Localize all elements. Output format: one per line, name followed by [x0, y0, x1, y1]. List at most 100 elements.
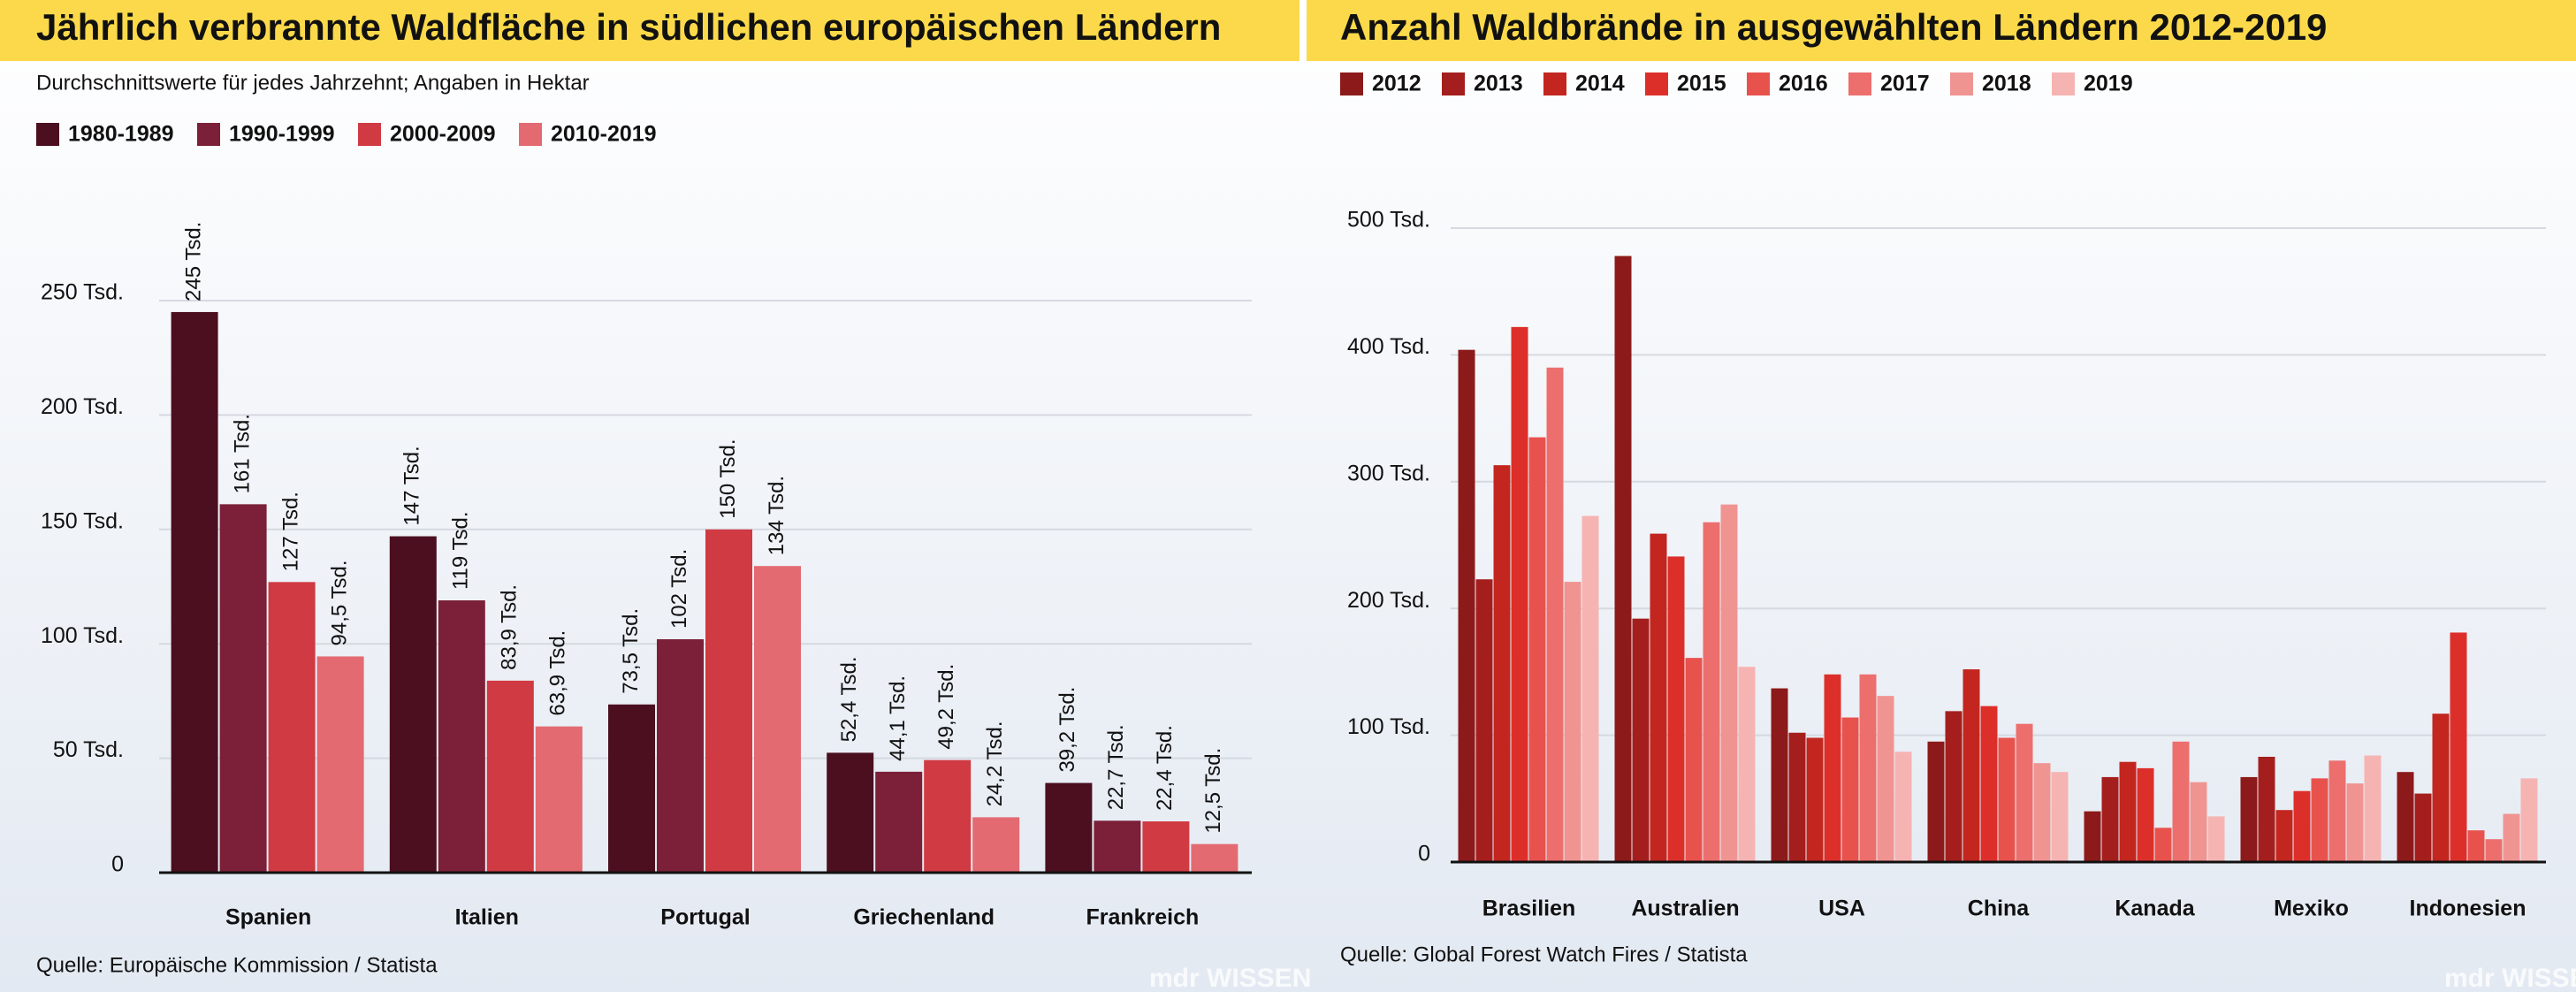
value-label: 127 Tsd. — [278, 492, 302, 571]
bar — [1614, 256, 1632, 863]
y-tick-label: 100 Tsd. — [1347, 714, 1430, 739]
value-label: 83,9 Tsd. — [498, 584, 522, 670]
bar — [2275, 810, 2293, 862]
bar — [1945, 711, 1962, 862]
y-tick-label: 400 Tsd. — [1347, 334, 1430, 359]
legend-label: 2018 — [1982, 72, 2031, 96]
logo: mdr WISSEN — [2444, 964, 2576, 992]
value-label: 147 Tsd. — [400, 446, 424, 525]
legend-swatch — [1442, 72, 1465, 95]
bar — [1581, 515, 1599, 862]
value-label: 63,9 Tsd. — [546, 630, 570, 716]
value-label: 150 Tsd. — [716, 439, 740, 519]
value-label: 94,5 Tsd. — [327, 560, 351, 645]
bar — [2119, 761, 2137, 862]
value-label: 73,5 Tsd. — [619, 608, 643, 694]
bar — [1788, 732, 1806, 862]
legend-label: 2014 — [1575, 72, 1625, 96]
bar — [1703, 522, 1720, 862]
y-tick-label: 50 Tsd. — [53, 737, 124, 762]
bar — [2084, 811, 2101, 862]
bar — [705, 529, 752, 873]
legend-label: 2010-2019 — [551, 122, 657, 147]
legend-swatch — [519, 123, 542, 146]
bar — [1685, 658, 1703, 862]
chart-title: Jährlich verbrannte Waldfläche in südlic… — [36, 6, 1221, 48]
bar — [2485, 839, 2503, 862]
bar — [827, 752, 874, 873]
bar — [1045, 782, 1093, 873]
bar — [389, 536, 437, 873]
bar — [1894, 752, 1912, 862]
legend-label: 2013 — [1474, 72, 1523, 96]
x-tick-label: Indonesien — [2410, 897, 2526, 921]
bar — [972, 817, 1020, 873]
title-band — [1307, 0, 2576, 61]
value-label: 12,5 Tsd. — [1201, 748, 1225, 834]
chart-subtitle: Durchschnittswerte für jedes Jahrzehnt; … — [36, 71, 590, 95]
bar — [2293, 790, 2311, 862]
bar — [2467, 830, 2485, 862]
bar — [2414, 793, 2432, 862]
bar — [875, 771, 923, 873]
y-tick-label: 250 Tsd. — [41, 280, 124, 305]
chart-title: Anzahl Waldbrände in ausgewählten Länder… — [1340, 6, 2327, 48]
bar — [1094, 820, 1141, 873]
y-tick-label: 200 Tsd. — [1347, 588, 1430, 613]
bar — [1877, 696, 1894, 862]
legend-swatch — [1848, 72, 1871, 95]
value-label: 22,4 Tsd. — [1153, 725, 1177, 811]
bar — [2258, 756, 2275, 862]
bar — [486, 680, 534, 873]
bar — [2190, 782, 2207, 862]
bar — [2346, 783, 2364, 862]
bar — [438, 600, 485, 873]
bar — [2137, 767, 2154, 862]
y-tick-label: 100 Tsd. — [41, 623, 124, 648]
value-label: 39,2 Tsd. — [1056, 687, 1079, 773]
bar — [2397, 772, 2414, 862]
x-tick-label: Griechenland — [853, 905, 995, 930]
bar — [535, 726, 583, 873]
bar — [2364, 755, 2382, 862]
bar — [1191, 843, 1238, 873]
bar — [1511, 326, 1528, 862]
bar — [1546, 367, 1564, 862]
bar — [1458, 349, 1475, 862]
value-label: 102 Tsd. — [667, 549, 691, 629]
value-label: 44,1 Tsd. — [886, 675, 910, 761]
bar — [2432, 713, 2450, 862]
legend-label: 2017 — [1880, 72, 1930, 96]
bar — [1859, 674, 1877, 862]
legend-swatch — [1543, 72, 1566, 95]
value-label: 49,2 Tsd. — [934, 664, 958, 750]
value-label: 161 Tsd. — [230, 414, 254, 493]
bar — [1980, 706, 1998, 862]
legend-swatch — [2052, 72, 2075, 95]
legend-label: 1980-1989 — [68, 122, 174, 147]
legend-label: 2019 — [2084, 72, 2133, 96]
x-tick-label: Mexiko — [2274, 897, 2349, 921]
y-tick-label: 0 — [111, 852, 124, 877]
value-label: 245 Tsd. — [181, 222, 205, 301]
bar — [2016, 723, 2033, 862]
y-tick-label: 0 — [1418, 842, 1430, 866]
bar — [1142, 821, 1190, 873]
y-tick-label: 200 Tsd. — [41, 394, 124, 419]
bar — [1998, 737, 2016, 862]
x-tick-label: USA — [1818, 897, 1865, 921]
bar — [171, 311, 218, 873]
bar — [1632, 618, 1650, 862]
bar — [1475, 579, 1493, 862]
source-note: Quelle: Global Forest Watch Fires / Stat… — [1340, 942, 1748, 966]
bar — [1771, 688, 1788, 862]
bar — [1667, 556, 1685, 862]
legend-label: 2012 — [1372, 72, 1421, 96]
x-tick-label: Spanien — [225, 905, 311, 930]
y-tick-label: 500 Tsd. — [1347, 208, 1430, 233]
bar — [2311, 778, 2328, 862]
x-tick-label: Portugal — [660, 905, 750, 930]
bar — [2328, 760, 2346, 862]
